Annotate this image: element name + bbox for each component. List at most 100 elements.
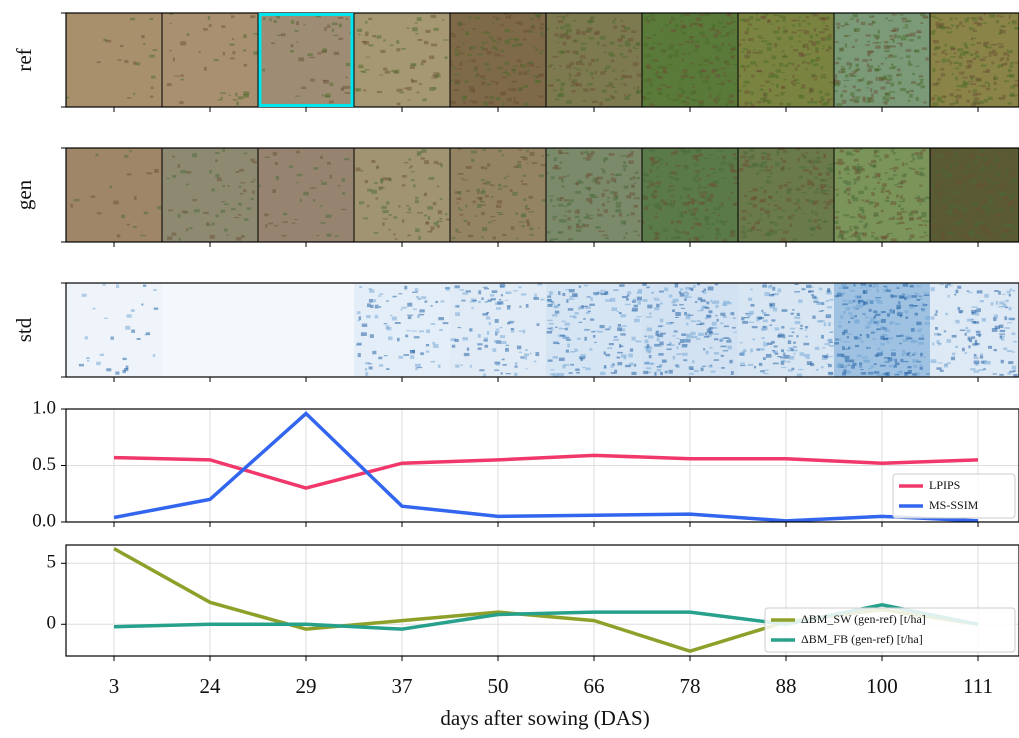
tile-texture bbox=[456, 46, 460, 49]
tile-texture bbox=[857, 164, 860, 165]
tile-texture bbox=[397, 89, 403, 92]
tile-texture bbox=[885, 93, 890, 97]
tile-texture bbox=[605, 329, 610, 331]
tile-texture bbox=[753, 28, 758, 29]
tile-texture bbox=[410, 350, 415, 354]
tile-texture bbox=[384, 323, 388, 324]
tile-texture bbox=[631, 212, 635, 215]
tile-texture bbox=[619, 312, 622, 314]
tile-texture bbox=[931, 15, 935, 17]
tile-texture bbox=[250, 159, 254, 162]
tile-texture bbox=[1007, 224, 1013, 225]
tile-texture bbox=[356, 168, 361, 172]
tile-texture bbox=[784, 29, 787, 32]
y-tick-label: 0.0 bbox=[32, 510, 56, 531]
tile-texture bbox=[1013, 205, 1015, 208]
tile-texture bbox=[887, 342, 890, 343]
tile-texture bbox=[566, 299, 568, 303]
tile-texture bbox=[711, 201, 713, 203]
tile-texture bbox=[796, 189, 801, 191]
tile-texture bbox=[741, 317, 744, 320]
tile-texture bbox=[901, 180, 906, 183]
tile-texture bbox=[672, 335, 675, 336]
tile-texture bbox=[651, 292, 654, 294]
tile-texture bbox=[560, 51, 564, 52]
tile-texture bbox=[97, 61, 101, 63]
tile-texture bbox=[866, 299, 870, 300]
tile-texture bbox=[720, 322, 723, 324]
tile-texture bbox=[884, 154, 888, 158]
tile-texture bbox=[215, 160, 218, 163]
tile-texture bbox=[959, 62, 962, 66]
tile-texture bbox=[855, 295, 861, 297]
tile-texture bbox=[938, 231, 941, 235]
tile-texture bbox=[731, 230, 735, 234]
tile-texture bbox=[885, 172, 888, 174]
tile-texture bbox=[879, 221, 883, 223]
tile-texture bbox=[789, 217, 794, 219]
tile-texture bbox=[756, 348, 760, 350]
tile-texture bbox=[471, 59, 476, 63]
tile-texture bbox=[978, 209, 983, 210]
tile-texture bbox=[124, 155, 128, 158]
tile-texture bbox=[398, 356, 403, 359]
tile-texture bbox=[855, 39, 857, 42]
tile-texture bbox=[857, 355, 862, 358]
tile-texture bbox=[775, 223, 778, 226]
tile-texture bbox=[506, 373, 511, 374]
tile-texture bbox=[167, 178, 170, 179]
tile-texture bbox=[1003, 347, 1007, 350]
tile-texture bbox=[917, 198, 923, 202]
tile-texture bbox=[884, 41, 888, 43]
tile-texture bbox=[829, 299, 833, 301]
x-tick-label: 37 bbox=[392, 674, 413, 698]
tile-texture bbox=[835, 82, 838, 84]
tile-texture bbox=[511, 88, 517, 92]
tile-texture bbox=[502, 102, 504, 106]
tile-texture bbox=[903, 284, 908, 287]
tile-texture bbox=[968, 90, 970, 93]
tile-texture bbox=[776, 84, 779, 88]
tile-texture bbox=[739, 168, 743, 171]
tile-texture bbox=[527, 150, 529, 153]
tile-texture bbox=[526, 162, 528, 163]
image-row bbox=[66, 283, 1019, 377]
tile-texture bbox=[481, 236, 483, 238]
tile-texture bbox=[622, 296, 628, 298]
tile-texture bbox=[601, 231, 605, 232]
tile-texture bbox=[988, 346, 992, 349]
tile-texture bbox=[871, 93, 873, 97]
y-tick-label: 0.5 bbox=[32, 454, 56, 475]
tile-texture bbox=[760, 214, 763, 215]
tile-texture bbox=[712, 212, 716, 214]
tile-texture bbox=[905, 316, 908, 319]
tile-texture bbox=[628, 38, 634, 41]
tile-texture bbox=[822, 45, 824, 47]
tile-texture bbox=[233, 99, 237, 101]
tile-texture bbox=[628, 160, 634, 163]
tile-texture bbox=[874, 237, 878, 240]
tile-texture bbox=[650, 19, 655, 21]
tile-texture bbox=[852, 46, 855, 48]
legend-label: ΔBM_SW (gen-ref) [t/ha] bbox=[801, 612, 926, 626]
tile-texture bbox=[673, 304, 678, 305]
tile-texture bbox=[727, 103, 731, 104]
tile-texture bbox=[935, 22, 939, 26]
tile-texture bbox=[602, 170, 606, 174]
tile-texture bbox=[821, 76, 827, 78]
tile-texture bbox=[958, 307, 961, 310]
tile-texture bbox=[672, 309, 675, 312]
tile-texture bbox=[788, 340, 791, 344]
tile-texture bbox=[761, 328, 766, 331]
tile-texture bbox=[587, 83, 592, 86]
tile-texture bbox=[947, 32, 953, 34]
tile-texture bbox=[824, 220, 828, 222]
tile-texture bbox=[478, 347, 482, 349]
tile-texture bbox=[868, 23, 873, 25]
tile-texture bbox=[680, 339, 684, 343]
tile-texture bbox=[945, 152, 949, 156]
tile-texture bbox=[922, 214, 927, 217]
tile-texture bbox=[600, 290, 604, 292]
tile-texture bbox=[792, 332, 795, 333]
tile-texture bbox=[462, 24, 466, 25]
